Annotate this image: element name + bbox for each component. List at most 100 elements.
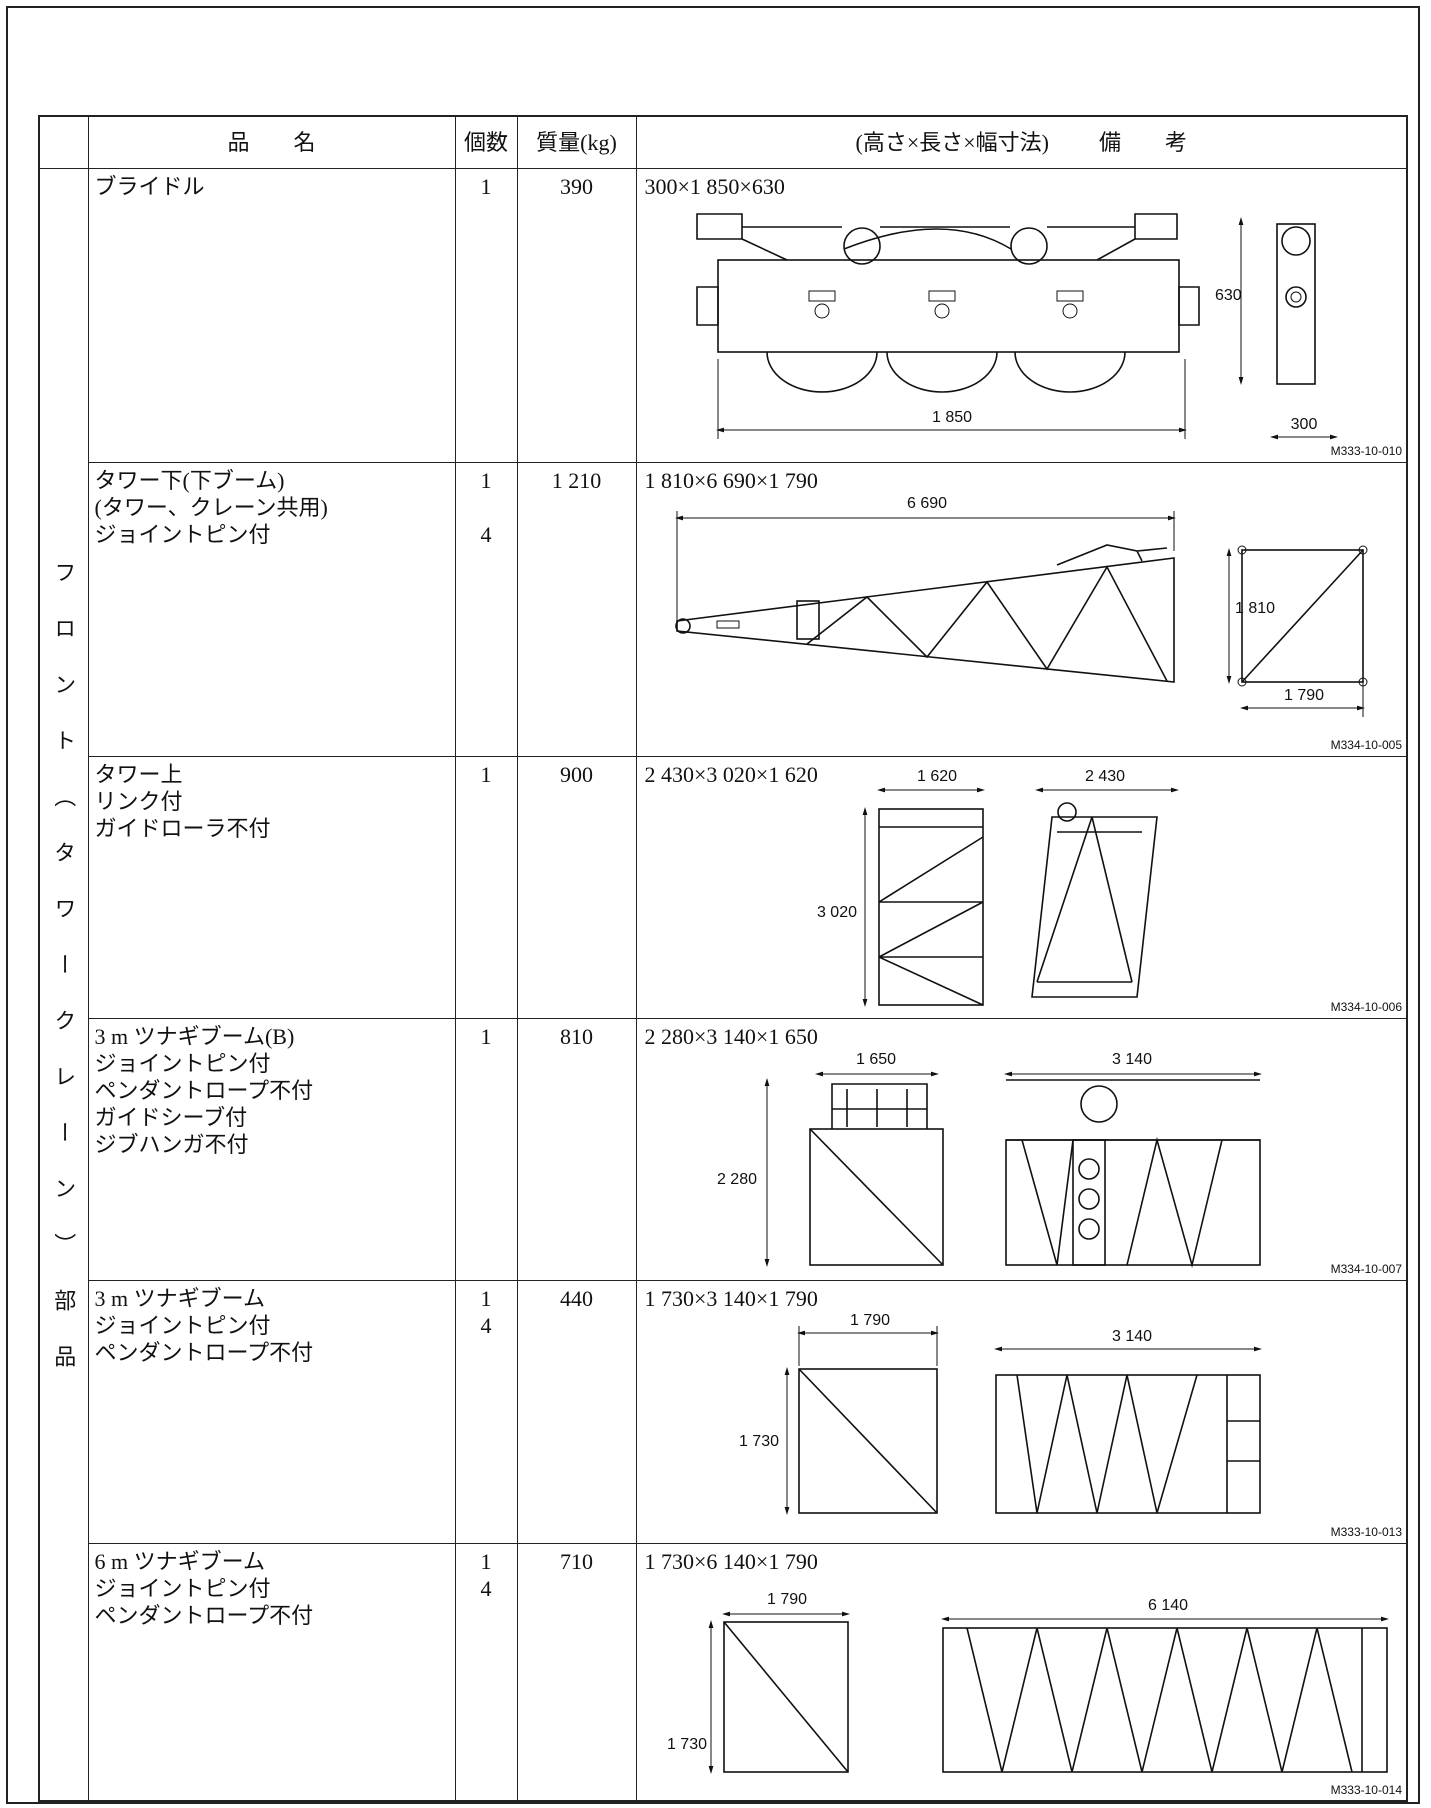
header-name: 品 名 [87, 115, 456, 169]
row: フロント（タワークレーン）部品 ブライドル 1 390 300×1 850×63… [38, 168, 1408, 1801]
drawing-line [795, 600, 820, 640]
drawing-line [1225, 1375, 1260, 1513]
drawing-line [1284, 286, 1307, 308]
drawing: 6 690 1 810 1 790 M334-10-005 [674, 495, 1402, 752]
drawing: 1 790 1 730 3 140 M333-10-013 [738, 1312, 1402, 1539]
drawing-line [806, 565, 1168, 682]
name-line: ジブハンガ不付 [94, 1132, 249, 1157]
count: 1 [480, 1286, 492, 1311]
drawing: 1 790 1 730 6 140 M333-10-014 [666, 1591, 1401, 1797]
drawing-line [1237, 677, 1246, 687]
dimensions: 1 730×6 140×1 790 [644, 1549, 818, 1574]
name-cell: タワー下(下ブーム) (タワー、クレーン共用) ジョイントピン付 [87, 462, 456, 757]
count: 4 [480, 522, 492, 547]
drawing-line [1015, 1374, 1198, 1514]
drawing-line [830, 1083, 928, 1129]
figure-code: M333-10-013 [1330, 1525, 1402, 1539]
drawing-line [994, 1374, 1261, 1514]
drawing-line [1290, 291, 1301, 303]
drawing-line [722, 1621, 849, 1773]
name-cell: タワー上 リンク付 ガイドローラ不付 [87, 756, 456, 1019]
drawing-line [716, 259, 1180, 353]
remarks-cell: 1 810×6 690×1 790 6 690 1 810 1 790 M334… [635, 462, 1408, 757]
mass: 810 [560, 1024, 593, 1049]
drawing-line [1240, 549, 1364, 683]
dimension-label: 1 790 [849, 1312, 889, 1329]
mass-cell: 1 210 [516, 462, 637, 757]
mass: 900 [560, 762, 593, 787]
remarks-cell: 1 730×6 140×1 790 1 790 1 730 6 140 M333… [635, 1543, 1408, 1801]
drawing-line [1237, 545, 1246, 555]
drawing-line [695, 213, 1178, 240]
mass: 710 [560, 1549, 593, 1574]
name-line: ガイドローラ不付 [94, 816, 271, 841]
drawing-line [814, 303, 829, 319]
drawing-line [765, 351, 1126, 393]
drawing-line [1071, 1139, 1106, 1266]
name-line: ジョイントピン付 [94, 1576, 271, 1601]
drawing-line [675, 557, 1175, 683]
name-line: ガイドシーブ付 [94, 1105, 248, 1130]
drawing-line [808, 290, 1083, 319]
count: 1 [480, 762, 492, 787]
drawing-line [965, 1627, 1353, 1773]
figure-code: M333-10-010 [1330, 444, 1402, 458]
count-cell: 1 [454, 756, 518, 1019]
dimensions: 300×1 850×630 [644, 174, 785, 199]
drawing-line [1358, 545, 1367, 555]
name-line: タワー上 [94, 762, 183, 787]
dimension-label: 1 810 [1235, 600, 1275, 617]
header-row: 品 名 個数 質量(kg) (高さ×長さ×幅寸法) 備 考 [38, 115, 1408, 169]
name-line: リンク付 [94, 789, 183, 814]
drawing-line [878, 826, 983, 1006]
drawing-line [1077, 1188, 1100, 1210]
group-label: フロント（タワークレーン）部品 [51, 561, 77, 1402]
drawing-line [934, 303, 949, 319]
name-cell: 3 m ツナギブーム ジョイントピン付 ペンダントロープ不付 [87, 1280, 456, 1544]
header-blank [38, 115, 89, 169]
drawing: 1 650 2 280 3 140 M334-10-007 [716, 1051, 1402, 1276]
mass: 440 [560, 1286, 593, 1311]
drawing-line [1004, 1139, 1261, 1266]
header-dims: (高さ×長さ×幅寸法) [855, 130, 1049, 155]
header-count: 個数 [454, 115, 518, 169]
drawing-line [1077, 1218, 1100, 1240]
remarks-cell: 1 730×3 140×1 790 1 790 1 730 3 140 M333… [635, 1280, 1408, 1544]
name-line: ジョイントピン付 [94, 1051, 271, 1076]
drawing-line [1009, 227, 1048, 265]
drawing-line [1056, 544, 1167, 566]
name-line: 3 m ツナギブーム [94, 1286, 265, 1311]
drawing-line [676, 511, 1174, 621]
drawing-line [941, 1627, 1388, 1773]
parts-table: 品 名 個数 質量(kg) (高さ×長さ×幅寸法) 備 考 フロント（タワークレー… [38, 115, 1408, 1802]
dimension-label: 1 850 [931, 409, 971, 426]
dimension-label: 3 140 [1111, 1328, 1151, 1345]
name-line: (タワー、クレーン共用) [94, 495, 328, 520]
count-cell: 1 [454, 1018, 518, 1281]
count: 1 [480, 174, 492, 199]
remarks-cell: 300×1 850×630 630 1 850 300 M333-10-010 [635, 168, 1408, 463]
header-mass: 質量(kg) [516, 115, 637, 169]
drawing-line [1079, 1085, 1118, 1123]
drawing-line [674, 618, 691, 634]
figure-code: M334-10-007 [1330, 1262, 1402, 1276]
mass-cell: 710 [516, 1543, 637, 1801]
dimension-label: 3 020 [816, 904, 856, 921]
remarks-cell: 2 280×3 140×1 650 1 650 2 280 3 140 M334… [635, 1018, 1408, 1281]
drawing-line [842, 227, 881, 265]
dimension-label: 2 430 [1084, 768, 1124, 785]
row: タワー上 リンク付 ガイドローラ不付 1 900 2 430×3 020×1 620… [39, 756, 1408, 1019]
dimension-label: 3 140 [1111, 1051, 1151, 1068]
mass: 390 [560, 174, 593, 199]
drawing-line [797, 1368, 938, 1514]
dimensions: 2 430×3 020×1 620 [644, 762, 818, 787]
drawing-line [1056, 802, 1077, 822]
name-line: ジョイントピン付 [94, 1313, 271, 1338]
dimension-label: 1 730 [666, 1736, 706, 1753]
